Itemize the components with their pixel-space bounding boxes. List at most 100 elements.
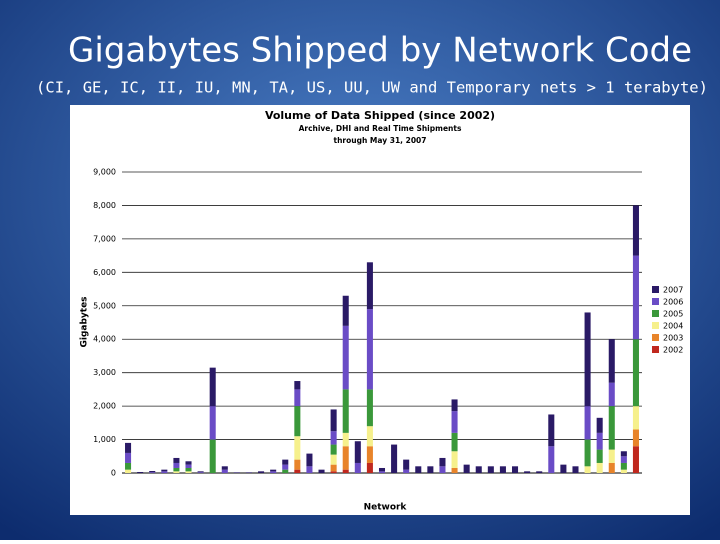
bar-segment (125, 469, 132, 473)
bar-segment (632, 205, 639, 256)
bar-segment (125, 452, 132, 463)
legend-swatch (652, 298, 659, 305)
legend-swatch (652, 322, 659, 329)
chart-subtitle: through May 31, 2007 (334, 136, 427, 145)
y-tick-label: 4,000 (93, 335, 116, 344)
bar-segment (584, 439, 591, 467)
legend-label: 2003 (663, 334, 683, 343)
y-tick-label: 1,000 (93, 435, 116, 444)
bar-segment (294, 389, 301, 407)
bar-segment (632, 446, 639, 473)
bar-segment (378, 471, 386, 473)
bar-segment (294, 381, 301, 390)
bar-segment (415, 466, 422, 473)
bar-segment (270, 469, 277, 472)
y-tick-label: 7,000 (93, 234, 116, 243)
bar-segment (125, 462, 132, 470)
x-axis-label: Network (364, 503, 408, 513)
bar-segment (596, 432, 603, 450)
bar-segment (403, 469, 410, 473)
bar-segment (366, 309, 373, 390)
bar-segment (282, 469, 289, 473)
bar-segment (185, 467, 192, 472)
bar-segment (512, 466, 519, 473)
bar-segment (209, 439, 216, 473)
bar-segment (354, 441, 361, 463)
bar-segment (282, 459, 289, 465)
bar-segment (258, 471, 265, 473)
bar-segment (306, 453, 313, 467)
bar-segment (161, 469, 168, 472)
bar-segment (548, 414, 555, 447)
bar-segment (342, 295, 349, 326)
legend-label: 2005 (663, 310, 683, 319)
bar-segment (366, 426, 373, 447)
bar-segment (173, 462, 180, 468)
bar-segment (342, 469, 349, 473)
bar-segment (620, 451, 627, 457)
bar-segment (391, 444, 398, 473)
legend-swatch (652, 346, 659, 353)
bar-segment (330, 444, 337, 455)
y-tick-label: 8,000 (93, 201, 116, 210)
bar-segment (149, 472, 156, 473)
bar-segment (427, 466, 434, 473)
bar-segment (451, 467, 458, 473)
bar-segment (330, 431, 337, 445)
bar-segment (608, 449, 615, 463)
bar-segment (270, 471, 277, 473)
bar-segment (330, 454, 337, 465)
bar-segment (596, 417, 603, 433)
bar-segment (173, 457, 180, 463)
bar-segment (294, 436, 301, 460)
bar-segment (330, 409, 337, 432)
y-axis-label: Gigabytes (80, 296, 90, 347)
bar-segment (354, 462, 361, 473)
bar-segment (632, 255, 639, 340)
bar-segment (439, 466, 446, 473)
bar-segment (330, 464, 337, 472)
bar-segment (596, 462, 603, 473)
bar-segment (463, 464, 470, 473)
bar-segment (209, 406, 216, 440)
bar-segment (584, 406, 591, 440)
slide-subtitle: (CI, GE, IC, II, IU, MN, TA, US, UU, UW … (36, 79, 708, 97)
bar-segment (342, 446, 349, 470)
bar-segment (596, 449, 603, 463)
bar-segment (487, 466, 494, 473)
bar-segment (197, 472, 204, 473)
bar-segment (560, 464, 567, 473)
bar-segment (499, 466, 506, 473)
bar-segment (620, 456, 627, 463)
legend-label: 2004 (663, 322, 683, 331)
bar-segment (632, 339, 639, 407)
bar-segment (378, 467, 386, 472)
bar-segment (620, 469, 627, 473)
bar-segment (366, 446, 373, 463)
bar-segment (245, 472, 252, 473)
bar-segment (366, 462, 373, 473)
bar-segment (185, 461, 192, 465)
bar-segment (137, 471, 144, 473)
bar-segment (451, 411, 458, 433)
y-tick-label: 2,000 (93, 402, 116, 411)
bar-segment (439, 457, 446, 467)
bar-segment (342, 389, 349, 433)
bar-segment (197, 471, 204, 473)
bar-segment (572, 466, 579, 473)
bar-segment (366, 262, 373, 310)
bar-segment (282, 464, 289, 470)
y-tick-label: 9,000 (93, 168, 116, 177)
bar-segment (161, 471, 168, 473)
chart-title: Volume of Data Shipped (since 2002) (265, 109, 495, 122)
legend-label: 2007 (663, 286, 683, 295)
bar-segment (451, 432, 458, 452)
bar-segment (620, 462, 627, 470)
bar-segment (608, 462, 615, 473)
bar-segment (306, 466, 313, 473)
chart-subtitle: Archive, DHI and Real Time Shipments (299, 124, 462, 133)
bar-segment (330, 471, 337, 473)
y-tick-label: 3,000 (93, 368, 116, 377)
legend-label: 2002 (663, 346, 683, 355)
legend-swatch (652, 334, 659, 341)
